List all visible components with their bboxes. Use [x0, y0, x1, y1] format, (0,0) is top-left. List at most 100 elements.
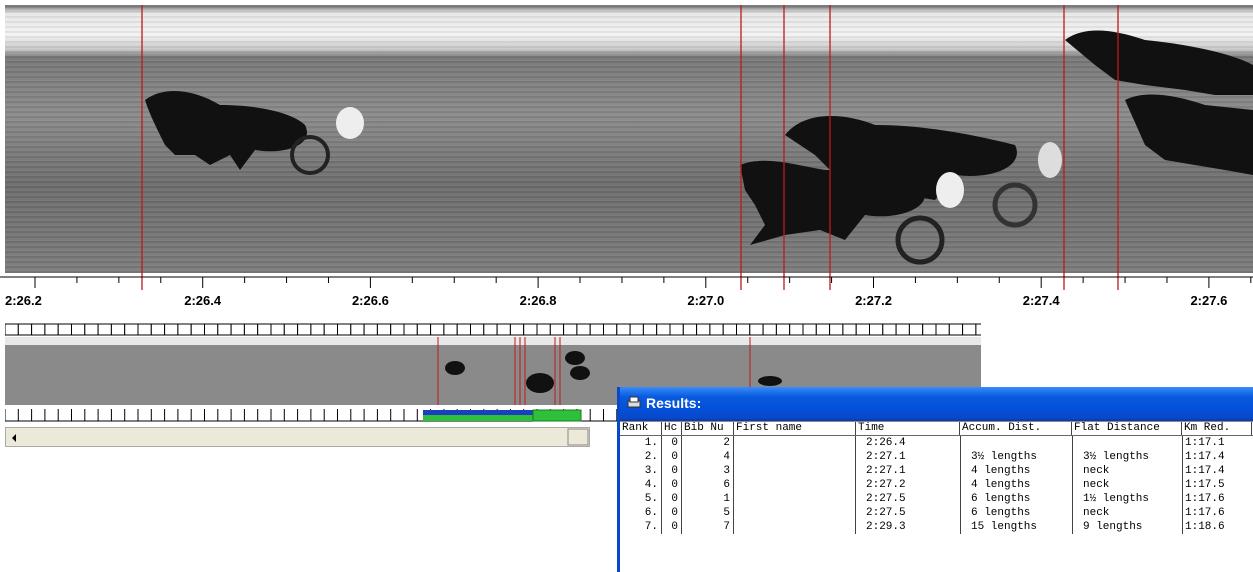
results-table: Rank Hc Bib Nu First name Time Accum. Dist. Fl…: [620, 421, 1253, 534]
ruler-cell: [190, 323, 205, 336]
ruler-cell: [110, 323, 126, 336]
table-cell: 1:17.4: [1182, 450, 1252, 464]
ruler-cell: [948, 323, 964, 336]
time-label: 2:26.2: [5, 293, 42, 308]
ruler-cell: [908, 323, 924, 336]
table-cell: 1:17.6: [1182, 492, 1252, 506]
column-header: First name: [734, 422, 856, 435]
scrollbar[interactable]: [5, 427, 590, 447]
column-header: Hc: [662, 422, 682, 435]
ruler-cell: [31, 323, 46, 336]
ruler-cell: [124, 323, 139, 336]
ruler-cell: [696, 323, 711, 336]
ruler-cell: [350, 323, 365, 336]
ruler-cell: [895, 323, 910, 336]
result-row: 4. 0 6 2:27.2 4 lengths neck 1:17.5: [620, 478, 1253, 492]
ruler-cell: [682, 323, 698, 336]
ruler-cell: [430, 323, 445, 336]
ruler-cell: [4, 323, 19, 336]
ruler-cell: [483, 323, 498, 336]
table-cell: 1: [682, 492, 734, 506]
ruler-cell: [297, 323, 312, 336]
time-axis: 2:26.2 2:26.4 2:26.6 2:26.8 2:27.0 2:27.2 2:27…: [0, 273, 1253, 318]
ruler-cell: [603, 323, 618, 336]
ruler-cell: [84, 323, 99, 336]
ruler-cell: [656, 323, 671, 336]
ruler-cell: [57, 323, 73, 336]
ruler-cell: [443, 323, 458, 336]
ruler-cell: [975, 323, 990, 336]
table-cell: 1.: [620, 436, 662, 450]
ruler-cell: [456, 323, 472, 336]
ruler-cell: [257, 323, 272, 336]
ruler-cell: [376, 323, 392, 336]
ruler-cell: [869, 323, 884, 336]
ruler-cell: [749, 323, 764, 336]
time-label: 2:27.4: [1022, 293, 1060, 308]
column-header: Flat Distance: [1072, 422, 1182, 435]
time-label: 2:27.0: [687, 293, 725, 308]
ruler-cell: [403, 323, 418, 336]
table-cell: 5: [682, 506, 734, 520]
ruler-cell: [616, 323, 631, 336]
ruler-cell: [789, 323, 804, 336]
horses: [145, 30, 1253, 265]
table-cell: 1:17.6: [1182, 506, 1252, 520]
ruler-cell: [855, 323, 871, 336]
ruler-cell: [669, 323, 684, 336]
ruler-cell: [243, 323, 259, 336]
table-cell: [960, 436, 1072, 450]
table-cell: 4 lengths: [960, 478, 1072, 492]
result-row: 3. 0 3 2:27.1 4 lengths neck 1:17.4: [620, 464, 1253, 478]
table-cell: [734, 520, 856, 534]
results-window[interactable]: Results: Rank Hc Bib Nu First name Time Accum…: [617, 387, 1253, 572]
ruler-cell: [589, 323, 605, 336]
ruler-cell: [310, 323, 325, 336]
finish-photo: [5, 5, 1253, 273]
ruler-cell: [71, 323, 86, 336]
table-cell: 6.: [620, 506, 662, 520]
table-cell: 3½ lengths: [960, 450, 1072, 464]
table-cell: [1072, 436, 1182, 450]
table-cell: 4 lengths: [960, 464, 1072, 478]
result-row: 6. 0 5 2:27.5 6 lengths neck 1:17.6: [620, 506, 1253, 520]
ruler-cell: [962, 323, 977, 336]
table-cell: 0: [662, 464, 682, 478]
ruler-cell: [230, 323, 245, 336]
table-cell: 7.: [620, 520, 662, 534]
result-row: 5. 0 1 2:27.5 6 lengths 1½ lengths 1:17.6: [620, 492, 1253, 506]
table-cell: [734, 450, 856, 464]
table-cell: [734, 464, 856, 478]
table-cell: 1:17.4: [1182, 464, 1252, 478]
ruler-cell: [177, 323, 192, 336]
table-cell: 1:18.6: [1182, 520, 1252, 534]
ruler-cell: [736, 323, 751, 336]
table-cell: [734, 506, 856, 520]
ruler-cell: [563, 323, 578, 336]
time-label: 2:26.4: [184, 293, 222, 308]
column-header: Accum. Dist.: [960, 422, 1072, 435]
table-cell: 0: [662, 478, 682, 492]
table-cell: 15 lengths: [960, 520, 1072, 534]
ruler-cell: [829, 323, 844, 336]
table-cell: 7: [682, 520, 734, 534]
ruler-cell: [722, 323, 738, 336]
ruler-cell: [523, 323, 538, 336]
window-title-bar: Results:: [620, 387, 1253, 421]
table-cell: 1:17.5: [1182, 478, 1252, 492]
column-header: Time: [856, 422, 960, 435]
table-cell: neck: [1072, 506, 1182, 520]
ruler-cell: [536, 323, 551, 336]
table-cell: neck: [1072, 478, 1182, 492]
table-cell: neck: [1072, 464, 1182, 478]
table-cell: 9 lengths: [1072, 520, 1182, 534]
ruler-cell: [882, 323, 897, 336]
ruler-cell: [150, 323, 166, 336]
table-cell: 6 lengths: [960, 492, 1072, 506]
table-cell: 2:27.1: [866, 465, 906, 477]
ruler-cell: [164, 323, 179, 336]
table-cell: 0: [662, 506, 682, 520]
time-label: 2:27.6: [1190, 293, 1228, 308]
table-cell: [734, 492, 856, 506]
table-cell: 2: [682, 436, 734, 450]
